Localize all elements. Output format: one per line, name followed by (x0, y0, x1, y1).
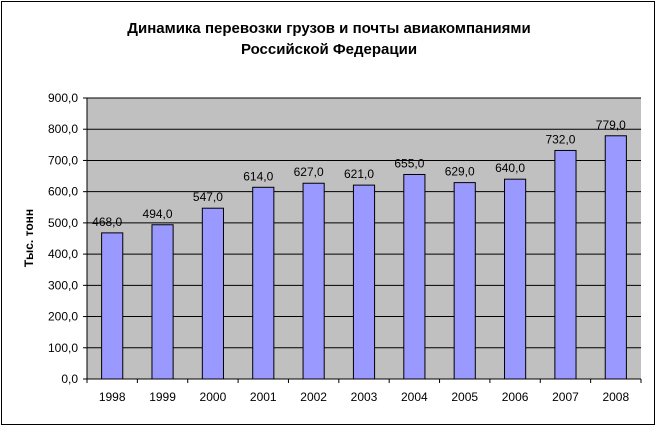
x-tick-label: 1998 (99, 390, 126, 404)
x-tick-label: 2004 (401, 390, 428, 404)
bar (352, 184, 376, 380)
bars (101, 135, 627, 380)
chart-title-line2: Российской Федерации (240, 41, 418, 58)
data-labels: 468,0 494,0 547,0 614,0 627,0 621,0 655,0 629,0… (92, 118, 626, 229)
data-label: 614,0 (243, 169, 273, 183)
y-tick-label: 400,0 (48, 247, 78, 261)
chart-title-line1: Динамика перевозки грузов и почты авиако… (127, 20, 531, 37)
y-tick-label: 0,0 (61, 372, 78, 386)
x-tick-label: 2001 (250, 390, 277, 404)
data-label: 547,0 (193, 190, 223, 204)
bar (504, 178, 527, 380)
x-tick-label: 2007 (552, 390, 579, 404)
y-tick-label: 100,0 (48, 341, 78, 355)
y-tick-label: 700,0 (48, 153, 78, 167)
data-label: 468,0 (92, 215, 122, 229)
chart-title: Динамика перевозки грузов и почты авиако… (0, 18, 658, 60)
y-tick-label: 500,0 (48, 216, 78, 230)
data-label: 732,0 (545, 132, 575, 146)
y-axis-label: Тыс. тонн (22, 209, 36, 267)
x-tick-label: 1999 (149, 390, 176, 404)
y-tick-label: 600,0 (48, 185, 78, 199)
data-label: 621,0 (344, 167, 374, 181)
x-tick-label: 2008 (602, 390, 629, 404)
y-tick-labels: 0,0 100,0 200,0 300,0 400,0 500,0 600,0 700,0 80… (48, 91, 78, 386)
data-label: 627,0 (294, 165, 324, 179)
bar (302, 182, 325, 380)
x-tick-label: 2000 (200, 390, 227, 404)
bar (151, 224, 174, 380)
x-tick-label: 2003 (351, 390, 378, 404)
y-tick-label: 200,0 (48, 310, 78, 324)
bar (554, 149, 577, 380)
y-tick-label: 300,0 (48, 278, 78, 292)
axes (83, 97, 642, 383)
bar (201, 207, 224, 380)
y-tick-label: 900,0 (48, 91, 78, 105)
bar (403, 173, 426, 380)
data-label: 779,0 (596, 118, 626, 132)
bar (453, 182, 476, 380)
data-label: 494,0 (143, 207, 173, 221)
data-label: 640,0 (495, 161, 525, 175)
bar (101, 232, 124, 380)
bar (252, 186, 275, 380)
data-label: 629,0 (445, 165, 475, 179)
x-tick-label: 2005 (451, 390, 478, 404)
bar (604, 135, 627, 380)
data-label: 655,0 (394, 156, 424, 170)
x-tick-label: 2006 (502, 390, 529, 404)
x-tick-label: 2002 (300, 390, 327, 404)
x-tick-labels: 1998 1999 2000 2001 2002 2003 2004 2005 2006 2007… (99, 390, 630, 404)
y-tick-label: 800,0 (48, 122, 78, 136)
